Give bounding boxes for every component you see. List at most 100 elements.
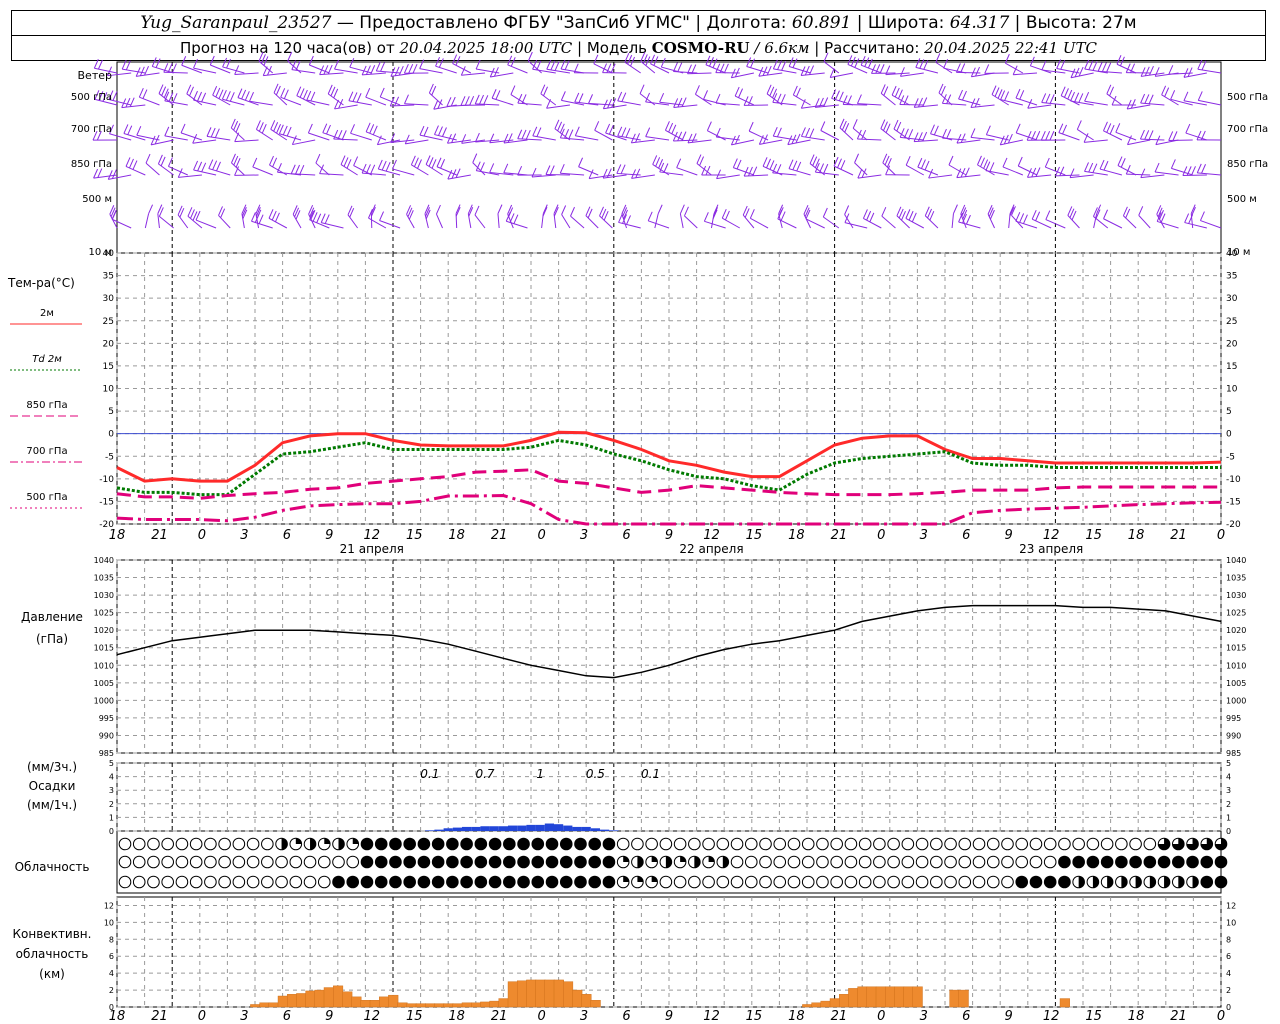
hour-label-bottom: 6 bbox=[962, 1009, 970, 1024]
model-resolution: / 6.6км bbox=[754, 39, 810, 57]
cloud-cover-circle bbox=[958, 875, 972, 889]
wind-barb-flag bbox=[276, 163, 282, 173]
precip-bar bbox=[508, 825, 518, 831]
precip-tick-right: 3 bbox=[1226, 786, 1231, 795]
wind-barb-flag bbox=[622, 207, 628, 217]
wind-barb-flag bbox=[365, 65, 371, 75]
wind-barb-flag bbox=[230, 118, 236, 129]
wind-barb-flag bbox=[777, 60, 782, 70]
wind-barb-staff bbox=[108, 174, 132, 180]
wind-barb-flag bbox=[559, 163, 565, 174]
cloud-cover-half bbox=[1107, 876, 1113, 888]
hour-label-top: 18 bbox=[1128, 528, 1145, 543]
wind-barb-flag bbox=[269, 155, 274, 166]
wind-barb-flag bbox=[249, 92, 254, 102]
wind-barb-flag bbox=[809, 128, 815, 138]
wind-barb-flag bbox=[829, 68, 835, 78]
wind-barb-flag bbox=[1096, 204, 1102, 214]
wind-barb-flag bbox=[871, 64, 876, 74]
wind-barb-flag bbox=[531, 167, 537, 178]
cloud-cover-circle bbox=[1186, 855, 1199, 869]
cloud-cover-circle bbox=[588, 837, 602, 851]
wind-barb-staff bbox=[843, 103, 868, 106]
wind-barb-flag bbox=[376, 135, 382, 145]
cloud-cover-circle bbox=[374, 855, 388, 869]
wind-barb-flag bbox=[475, 59, 481, 70]
wind-barb-flag bbox=[379, 211, 385, 221]
wind-barb-flag bbox=[158, 84, 164, 94]
wind-barb-flag bbox=[1101, 62, 1107, 72]
wind-barb-staff bbox=[900, 136, 924, 141]
wind-barb-flag bbox=[723, 63, 729, 73]
conv-bar bbox=[894, 986, 905, 1008]
cloud-cover-circle bbox=[147, 837, 160, 851]
cloud-cover-circle bbox=[787, 855, 801, 869]
cloud-cover-circle bbox=[431, 855, 445, 869]
hour-label-bottom: 21 bbox=[151, 1009, 168, 1024]
wind-barb-staff bbox=[1184, 222, 1207, 229]
cloud-cover-circle bbox=[801, 875, 815, 889]
conv-title-1: Конвективн. bbox=[13, 927, 92, 941]
wind-barb-flag bbox=[151, 57, 157, 67]
wind-barb-staff bbox=[334, 104, 358, 110]
wind-barb-flag bbox=[823, 52, 829, 62]
wind-barb-flag bbox=[593, 54, 599, 65]
wind-barb-flag bbox=[1004, 53, 1010, 64]
wind-barb-flag bbox=[1182, 166, 1188, 176]
wind-barb-staff bbox=[716, 174, 740, 180]
precip-bar bbox=[480, 826, 490, 831]
wind-barb-flag bbox=[560, 91, 566, 101]
wind-barb-flag bbox=[677, 62, 683, 72]
wind-barb-flag bbox=[977, 155, 982, 166]
cloud-cover-circle bbox=[289, 855, 303, 869]
conv-tick-left: 10 bbox=[104, 918, 114, 927]
wind-barb-flag bbox=[1022, 214, 1028, 224]
hour-label-top: 0 bbox=[877, 528, 885, 543]
wind-barb-flag bbox=[157, 204, 163, 214]
wind-barb-flag bbox=[109, 124, 114, 134]
wind-barb-staff bbox=[772, 172, 797, 176]
wind-barb-staff bbox=[180, 132, 203, 141]
wind-barb-flag bbox=[177, 168, 183, 178]
wind-barb-flag bbox=[879, 64, 885, 74]
wind-barb-staff bbox=[860, 64, 882, 74]
wind-barb-staff bbox=[193, 169, 217, 176]
calc-label: Рассчитано: bbox=[824, 39, 920, 57]
wind-barb-flag bbox=[431, 85, 437, 96]
temp-series-2м bbox=[116, 430, 1222, 483]
wind-barb-flag bbox=[842, 95, 848, 105]
wind-barb-flag bbox=[356, 93, 362, 103]
wind-barb-flag bbox=[1130, 99, 1136, 109]
wind-barb-flag bbox=[679, 204, 685, 214]
wind-barb-staff bbox=[362, 172, 386, 176]
wind-barb-flag bbox=[1144, 130, 1150, 140]
wind-barb-staff bbox=[1084, 139, 1108, 143]
wind-barb-staff bbox=[379, 220, 401, 229]
cloud-cover-circle bbox=[602, 855, 616, 869]
wind-barb-flag bbox=[1015, 88, 1021, 99]
wind-barb-flag bbox=[1029, 56, 1035, 67]
wind-barb-flag bbox=[244, 91, 250, 101]
wind-barb-flag bbox=[557, 121, 563, 131]
cloud-cover-half bbox=[1078, 876, 1085, 888]
wind-barb-flag bbox=[854, 153, 860, 163]
wind-barb-flag bbox=[168, 92, 174, 102]
temp-tick-left: 15 bbox=[103, 362, 114, 372]
wind-barb-staff bbox=[528, 60, 542, 74]
pressure-tick-left: 1010 bbox=[94, 661, 114, 670]
wind-barb-flag bbox=[1088, 60, 1094, 70]
hour-label-bottom: 15 bbox=[1085, 1009, 1102, 1024]
conv-bar bbox=[388, 994, 399, 1008]
wind-barb-staff bbox=[750, 217, 769, 229]
wind-barb-staff bbox=[1084, 68, 1108, 74]
wind-barb-flag bbox=[1056, 59, 1062, 69]
cloud-cover-circle bbox=[474, 855, 488, 869]
wind-barb-flag bbox=[1161, 85, 1167, 95]
wind-barb-staff bbox=[574, 101, 599, 106]
wind-barb-flag bbox=[749, 209, 755, 219]
wind-barb-staff bbox=[676, 167, 698, 176]
wind-barb-staff bbox=[378, 168, 401, 176]
cloud-cover-circle bbox=[431, 875, 445, 889]
conv-bar bbox=[259, 1002, 270, 1008]
wind-barb-flag bbox=[905, 156, 911, 166]
